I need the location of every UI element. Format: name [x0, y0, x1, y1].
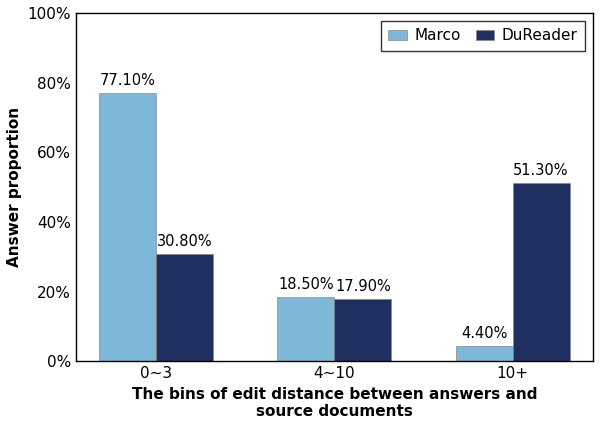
Text: 51.30%: 51.30%	[514, 163, 569, 178]
Text: 77.10%: 77.10%	[100, 73, 156, 88]
Bar	[334, 299, 391, 361]
Bar	[455, 346, 512, 361]
X-axis label: The bins of edit distance between answers and
source documents: The bins of edit distance between answer…	[132, 387, 537, 419]
Bar	[157, 254, 214, 361]
Bar	[512, 183, 569, 361]
Text: 30.80%: 30.80%	[157, 234, 212, 250]
Bar	[100, 93, 157, 361]
Text: 17.90%: 17.90%	[335, 279, 391, 294]
Text: 4.40%: 4.40%	[461, 326, 507, 341]
Legend: Marco, DuReader: Marco, DuReader	[380, 20, 586, 51]
Y-axis label: Answer proportion: Answer proportion	[7, 107, 22, 267]
Text: 18.50%: 18.50%	[278, 277, 334, 292]
Bar	[277, 297, 334, 361]
